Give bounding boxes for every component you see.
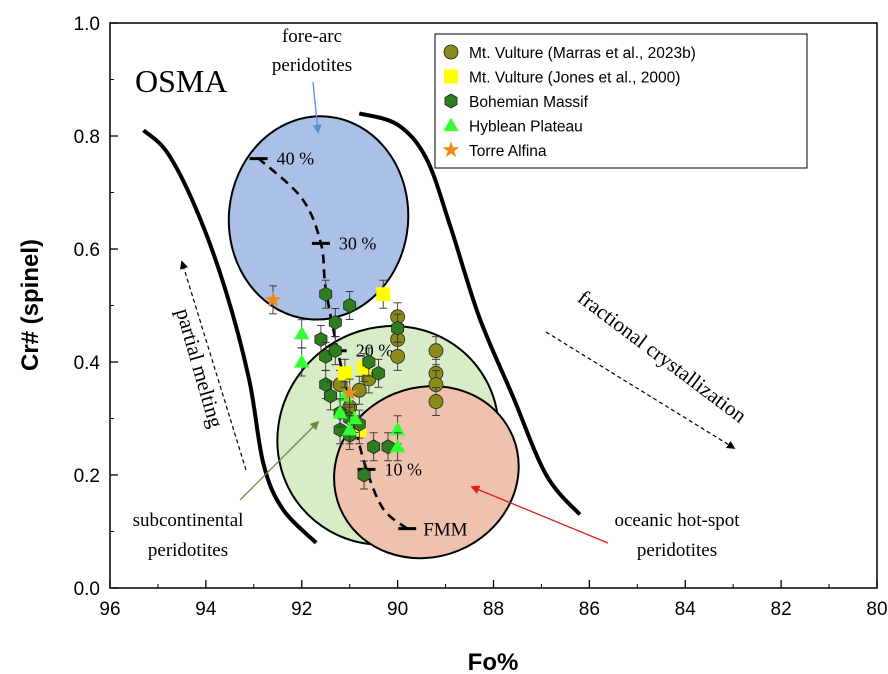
osma-boundaries <box>142 111 582 545</box>
forearc-arrow <box>312 81 322 134</box>
legend-marker-triangle <box>443 117 459 132</box>
data-point-triangle <box>389 439 406 453</box>
legend-marker-circle <box>443 44 459 60</box>
subcontinental-label-1: subcontinental <box>133 510 244 531</box>
oceanic-arrow <box>470 485 609 544</box>
y-tick-label: 0.2 <box>74 466 100 487</box>
legend: Mt. Vulture (Marras et al., 2023b) Mt. Vu… <box>434 33 808 169</box>
data-point-star <box>341 384 359 401</box>
osma-label: OSMA <box>135 63 227 99</box>
data-point-triangle <box>341 422 358 436</box>
forearc-label-1: fore-arc <box>282 26 342 47</box>
subcontinental-arrow <box>239 420 320 501</box>
legend-marker-square <box>444 69 458 84</box>
melt-percent-label: 10 % <box>384 459 422 479</box>
data-point-hexagon <box>391 320 405 336</box>
x-axis: 96 94 92 90 88 86 84 82 80 <box>99 580 888 620</box>
oceanic-label-2: peridotites <box>637 540 717 561</box>
melt-percent-label: 40 % <box>277 149 315 169</box>
x-tick-label: 88 <box>483 599 504 620</box>
legend-label: Mt. Vulture (Jones et al., 2000) <box>469 70 680 87</box>
legend-label: Torre Alfina <box>469 143 547 160</box>
x-tick-label: 84 <box>675 599 697 620</box>
x-tick-label: 92 <box>291 599 312 620</box>
osma-left-boundary <box>142 128 318 545</box>
field-ellipse <box>227 115 410 321</box>
forearc-label-2: peridotites <box>272 55 352 76</box>
y-tick-label: 1.0 <box>74 14 100 35</box>
data-point-triangle <box>346 410 363 425</box>
y-tick-label: 0.6 <box>74 240 100 261</box>
legend-marker-star <box>442 141 460 158</box>
x-tick-label: 96 <box>99 599 120 620</box>
data-point-triangle <box>294 326 310 340</box>
partial-melting-label: partial melting <box>171 306 228 431</box>
legend-marker-hexagon <box>444 93 458 109</box>
data-point-triangle <box>294 354 310 368</box>
data-point-circle <box>351 382 367 398</box>
melt-percent-label: 20 % <box>356 341 394 361</box>
data-point-hexagon <box>362 354 376 370</box>
data-point-triangle <box>389 422 406 436</box>
data-point-hexagon <box>367 439 381 455</box>
fmm-label: FMM <box>423 520 467 541</box>
data-point-hexagon <box>324 388 337 404</box>
data-point-hexagon <box>328 343 342 359</box>
x-tick-label: 90 <box>387 599 408 620</box>
data-point-hexagon <box>357 467 371 483</box>
partial-melting-arrow <box>179 260 247 471</box>
data-point-hexagon <box>381 439 395 455</box>
data-point-hexagon <box>343 298 357 313</box>
data-point-hexagon <box>333 422 347 438</box>
fractional-crystallization-arrow <box>545 331 736 449</box>
y-tick-label: 0.0 <box>74 579 100 600</box>
x-tick-label: 94 <box>195 599 217 620</box>
legend-label: Bohemian Massif <box>469 94 589 111</box>
fractional-crystallization-label: fractional crystallization <box>573 285 751 428</box>
data-point-square <box>337 366 352 381</box>
y-axis: 0.0 0.2 0.4 0.6 0.8 1.0 <box>74 14 118 600</box>
data-point-hexagon <box>371 365 385 381</box>
field-ellipse <box>333 385 520 560</box>
data-point-circle <box>428 394 444 409</box>
y-tick-label: 0.4 <box>74 353 101 374</box>
x-axis-label: Fo% <box>468 649 519 674</box>
data-points <box>264 279 444 490</box>
data-point-circle <box>390 348 406 364</box>
data-point-triangle <box>337 388 353 402</box>
y-axis-label: Cr# (spinel) <box>17 239 44 371</box>
data-point-circle <box>428 343 444 359</box>
data-point-hexagon <box>319 286 333 302</box>
x-tick-label: 82 <box>771 599 792 620</box>
data-point-square <box>376 287 391 302</box>
data-point-triangle <box>332 405 348 419</box>
legend-label: Hyblean Plateau <box>469 119 583 136</box>
subcontinental-label-2: peridotites <box>148 540 228 561</box>
data-point-hexagon <box>328 314 342 330</box>
legend-label: Mt. Vulture (Marras et al., 2023b) <box>469 45 696 62</box>
x-tick-label: 80 <box>866 599 887 620</box>
x-tick-label: 86 <box>579 599 600 620</box>
data-point-star <box>264 291 282 307</box>
osma-right-boundary <box>358 111 582 516</box>
legend-box <box>434 33 808 169</box>
oceanic-label-1: oceanic hot-spot <box>614 510 740 531</box>
melt-percent-label: 30 % <box>339 233 377 253</box>
data-point-hexagon <box>314 331 328 347</box>
y-tick-label: 0.8 <box>74 127 100 148</box>
